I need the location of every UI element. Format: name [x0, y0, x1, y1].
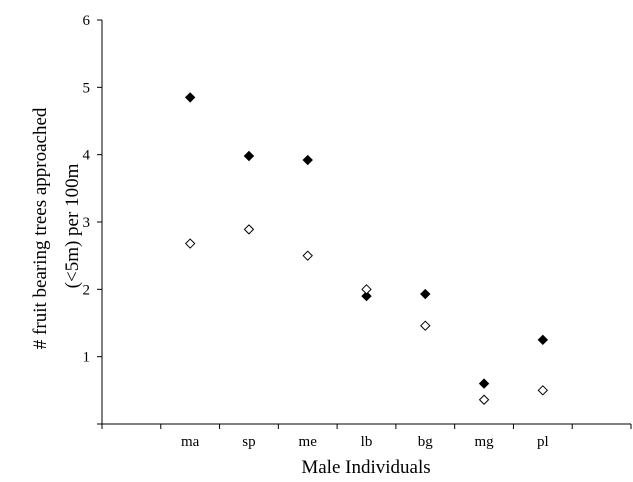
y-tick-label: 4 — [83, 148, 91, 164]
y-tick-label: 3 — [83, 215, 91, 231]
filled-diamond-point-mg — [478, 378, 490, 389]
x-tick-label-mg: mg — [474, 434, 494, 450]
open-diamond-point-pl — [537, 385, 549, 396]
y-tick-label: 5 — [83, 80, 91, 96]
x-tick-label-sp: sp — [242, 434, 255, 450]
filled-diamond-point-pl — [537, 334, 549, 346]
y-axis-title-line-2: (<5m) per 100m — [62, 163, 83, 288]
x-tick-label-ma: ma — [181, 434, 200, 450]
y-tick-label: 1 — [83, 350, 91, 366]
open-diamond-point-me — [302, 250, 313, 261]
filled-diamond-point-lb — [361, 290, 372, 302]
filled-diamond-point-me — [302, 154, 313, 166]
data-points — [184, 92, 549, 405]
open-diamond-point-mg — [478, 394, 490, 405]
y-tick-label: 2 — [83, 282, 91, 298]
x-axis-ticks: ma sp me lb bg mg pl — [101, 424, 632, 450]
x-tick-label-bg: bg — [418, 434, 434, 450]
open-diamond-point-lb — [361, 284, 372, 295]
filled-diamond-point-bg — [420, 288, 431, 300]
y-axis-title: # fruit bearing trees approached (<5m) p… — [30, 103, 83, 349]
open-diamond-point-sp — [243, 224, 255, 235]
filled-diamond-point-ma — [184, 92, 196, 103]
open-diamond-point-ma — [184, 238, 196, 249]
filled-diamond-point-sp — [243, 150, 255, 162]
axes — [101, 20, 631, 425]
x-tick-label-lb: lb — [361, 434, 373, 450]
y-tick-label: 6 — [83, 13, 91, 29]
x-tick-label-me: me — [299, 434, 318, 450]
x-tick-label-pl: pl — [537, 434, 549, 450]
x-axis-title: Male Individuals — [301, 457, 430, 478]
open-diamond-point-bg — [420, 320, 431, 331]
y-axis-ticks: 1 2 3 4 5 6 — [83, 13, 102, 425]
y-axis-title-line-1: # fruit bearing trees approached — [30, 107, 51, 349]
